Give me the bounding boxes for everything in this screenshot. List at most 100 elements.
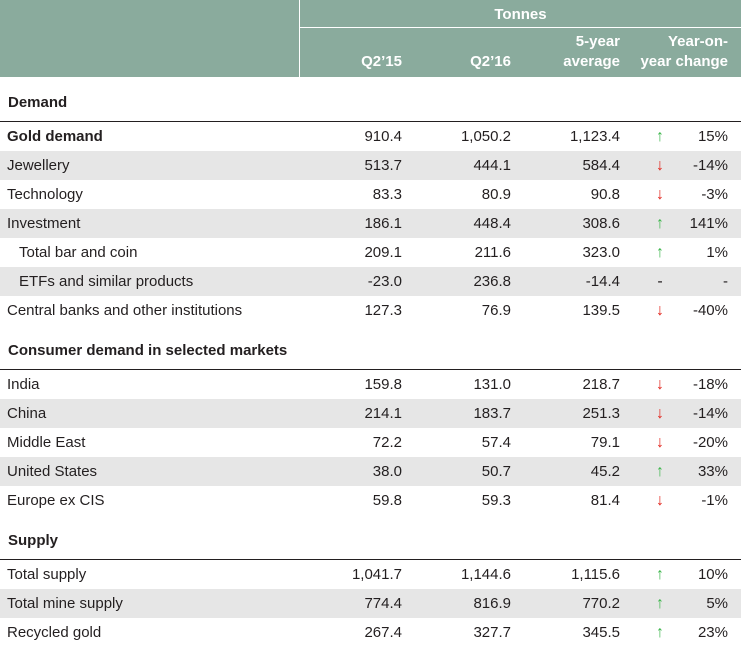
trend-up-icon: ↑ <box>656 624 664 641</box>
cell-q2-16: 59.3 <box>481 492 511 509</box>
table-row: Recycled gold 267.4 327.7 345.5 ↑ 23% <box>0 618 741 647</box>
cell-q2-15: 127.3 <box>364 302 402 319</box>
section-rule <box>0 121 741 122</box>
cell-yoy-change: -1% <box>701 492 728 509</box>
cell-5yr-avg: 345.5 <box>582 624 620 641</box>
cell-q2-16: 816.9 <box>473 595 511 612</box>
cell-yoy-change: -20% <box>692 434 728 451</box>
row-label: Jewellery <box>7 157 70 174</box>
trend-up-icon: ↑ <box>656 566 664 583</box>
table-row: Total bar and coin 209.1 211.6 323.0 ↑ 1% <box>0 238 741 267</box>
trend-down-icon: ↓ <box>656 186 664 203</box>
cell-yoy-change: 1% <box>706 244 728 261</box>
cell-q2-16: 50.7 <box>481 463 511 480</box>
cell-5yr-avg: 45.2 <box>590 463 620 480</box>
cell-5yr-avg: 79.1 <box>590 434 620 451</box>
cell-yoy-change: 10% <box>697 566 728 583</box>
table-row: Total supply 1,041.7 1,144.6 1,115.6 ↑ 10% <box>0 560 741 589</box>
unit-heading: Tonnes <box>494 6 547 23</box>
trend-up-icon: ↑ <box>656 463 664 480</box>
table-row: United States 38.0 50.7 45.2 ↑ 33% <box>0 457 741 486</box>
cell-q2-15: 83.3 <box>372 186 402 203</box>
cell-q2-16: 236.8 <box>473 273 511 290</box>
trend-down-icon: ↓ <box>656 405 664 422</box>
cell-yoy-change: 141% <box>689 215 728 232</box>
cell-q2-15: 38.0 <box>372 463 402 480</box>
cell-5yr-avg: 139.5 <box>582 302 620 319</box>
cell-q2-15: 910.4 <box>364 128 402 145</box>
section-rule <box>0 559 741 560</box>
table-row: ETFs and similar products -23.0 236.8 -14.4… <box>0 267 741 296</box>
cell-q2-16: 1,050.2 <box>460 128 511 145</box>
table-row: Investment 186.1 448.4 308.6 ↑ 141% <box>0 209 741 238</box>
cell-5yr-avg: 770.2 <box>582 595 620 612</box>
table-row: Jewellery 513.7 444.1 584.4 ↓ -14% <box>0 151 741 180</box>
row-label: Gold demand <box>7 128 103 145</box>
cell-5yr-avg: 308.6 <box>582 215 620 232</box>
cell-yoy-change: 15% <box>697 128 728 145</box>
row-label: Europe ex CIS <box>7 492 105 509</box>
cell-yoy-change: -14% <box>692 157 728 174</box>
cell-q2-15: 159.8 <box>364 376 402 393</box>
trend-down-icon: ↓ <box>656 434 664 451</box>
cell-5yr-avg: -14.4 <box>585 273 620 290</box>
cell-q2-16: 211.6 <box>474 244 511 261</box>
cell-q2-16: 80.9 <box>481 186 511 203</box>
table-row: Central banks and other institutions 127.… <box>0 296 741 325</box>
section-heading: Consumer demand in selected markets <box>0 325 741 369</box>
col-heading-q2-15: Q2’15 <box>361 53 402 70</box>
cell-5yr-avg: 1,115.6 <box>571 566 620 583</box>
trend-down-icon: ↓ <box>656 302 664 319</box>
cell-5yr-avg: 81.4 <box>590 492 620 509</box>
cell-yoy-change: 33% <box>697 463 728 480</box>
header-label-cell <box>0 0 300 77</box>
cell-q2-16: 57.4 <box>481 434 511 451</box>
trend-up-icon: ↑ <box>656 128 664 145</box>
table-header: Tonnes Q2’15 Q2’16 5-year average Year-o… <box>0 0 741 77</box>
cell-q2-15: 72.2 <box>372 434 402 451</box>
table-row: Middle East 72.2 57.4 79.1 ↓ -20% <box>0 428 741 457</box>
cell-q2-16: 444.1 <box>473 157 511 174</box>
cell-5yr-avg: 584.4 <box>582 157 620 174</box>
table-row: Total mine supply 774.4 816.9 770.2 ↑ 5% <box>0 589 741 618</box>
cell-q2-16: 448.4 <box>473 215 511 232</box>
cell-q2-15: 774.4 <box>364 595 402 612</box>
row-label: Total bar and coin <box>19 244 138 261</box>
cell-5yr-avg: 90.8 <box>590 186 620 203</box>
row-label: ETFs and similar products <box>19 273 194 290</box>
cell-yoy-change: 23% <box>697 624 728 641</box>
table-row: India 159.8 131.0 218.7 ↓ -18% <box>0 370 741 399</box>
cell-yoy-change: 5% <box>706 595 728 612</box>
trend-down-icon: ↓ <box>656 157 664 174</box>
trend-down-icon: ↓ <box>656 376 664 393</box>
cell-q2-15: 1,041.7 <box>351 566 402 583</box>
cell-5yr-avg: 1,123.4 <box>569 128 620 145</box>
cell-q2-16: 76.9 <box>481 302 511 319</box>
cell-q2-16: 131.0 <box>473 376 511 393</box>
cell-yoy-change: - <box>723 273 728 290</box>
trend-down-icon: ↓ <box>656 492 664 509</box>
cell-yoy-change: -40% <box>692 302 728 319</box>
cell-q2-16: 1,144.6 <box>460 566 511 583</box>
table-row: Technology 83.3 80.9 90.8 ↓ -3% <box>0 180 741 209</box>
row-label: Central banks and other institutions <box>7 302 243 319</box>
col-heading-q2-16: Q2’16 <box>470 53 511 70</box>
cell-q2-15: 209.1 <box>364 244 402 261</box>
table-row: China 214.1 183.7 251.3 ↓ -14% <box>0 399 741 428</box>
header-divider <box>300 27 741 28</box>
col-heading-yoy-change: Year-on- year change <box>640 33 728 70</box>
cell-yoy-change: -3% <box>701 186 728 203</box>
cell-q2-16: 183.7 <box>473 405 511 422</box>
table-body: Demand Gold demand 910.4 1,050.2 1,123.4 ↑ 15%… <box>0 77 741 647</box>
row-label: Total supply <box>7 566 87 583</box>
row-label: Investment <box>7 215 81 232</box>
cell-q2-15: 513.7 <box>364 157 402 174</box>
cell-q2-15: 59.8 <box>372 492 402 509</box>
row-label: United States <box>7 463 98 480</box>
row-label: Technology <box>7 186 83 203</box>
trend-up-icon: ↑ <box>656 244 664 261</box>
cell-yoy-change: -14% <box>692 405 728 422</box>
cell-yoy-change: -18% <box>692 376 728 393</box>
trend-up-icon: ↑ <box>656 215 664 232</box>
cell-q2-15: 214.1 <box>364 405 402 422</box>
